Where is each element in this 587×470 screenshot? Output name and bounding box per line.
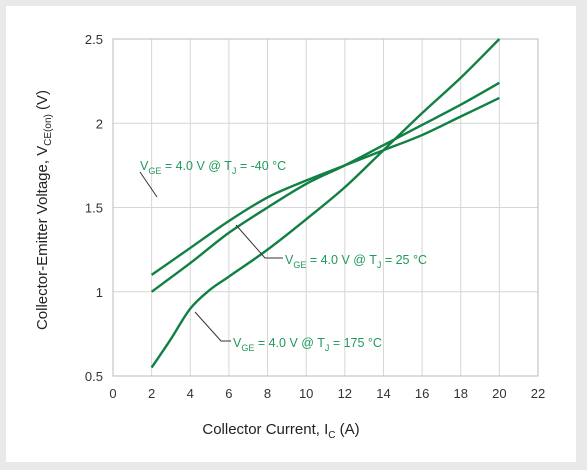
series-annotation-1: VGE = 4.0 V @ TJ = -40 °C: [140, 159, 286, 176]
x-tick-label: 2: [148, 386, 155, 401]
series-line-1: [150, 96, 500, 276]
series-annotation-3: VGE = 4.0 V @ TJ = 175 °C: [233, 336, 382, 353]
series-annotations: VGE = 4.0 V @ TJ = -40 °C VGE = 4.0 V @ T…: [140, 159, 427, 353]
x-tick-label: 10: [299, 386, 313, 401]
series-line-2: [150, 81, 500, 293]
gridlines: [113, 39, 538, 376]
series-line-3: [150, 38, 501, 369]
x-tick-label: 6: [225, 386, 232, 401]
y-tick-label: 0.5: [85, 369, 103, 384]
y-axis-title: Collector-Emitter Voltage, VCE(on) (V): [34, 90, 54, 330]
y-tick-labels: 0.5 1 1.5 2 2.5: [85, 32, 103, 384]
y-tick-label: 1: [96, 285, 103, 300]
x-tick-label: 14: [376, 386, 390, 401]
y-tick-label: 2.5: [85, 32, 103, 47]
y-tick-label: 1.5: [85, 201, 103, 216]
x-tick-label: 18: [453, 386, 467, 401]
annotation-leaders: [139, 171, 283, 342]
x-tick-label: 0: [109, 386, 116, 401]
series-annotation-2: VGE = 4.0 V @ TJ = 25 °C: [285, 253, 427, 270]
annotation-leader-2: [235, 224, 283, 259]
series-lines: [150, 38, 501, 369]
annotation-leader-1: [139, 171, 158, 198]
x-tick-label: 16: [415, 386, 429, 401]
annotation-leader-3: [194, 311, 231, 342]
x-axis-title: Collector Current, IC (A): [202, 421, 359, 441]
x-tick-labels: 0 2 4 6 8 10 12 14 16 18 20 22: [109, 386, 545, 401]
x-tick-label: 20: [492, 386, 506, 401]
x-tick-label: 4: [187, 386, 194, 401]
x-tick-label: 8: [264, 386, 271, 401]
x-tick-label: 22: [531, 386, 545, 401]
chart-panel: 0 2 4 6 8 10 12 14 16 18 20 22 0.5 1 1.5 2 2.5 VGE = 4.…: [6, 6, 576, 462]
y-tick-label: 2: [96, 116, 103, 131]
line-chart: 0 2 4 6 8 10 12 14 16 18 20 22 0.5 1 1.5 2 2.5 VGE = 4.…: [34, 32, 545, 441]
plot-border: [112, 38, 539, 377]
x-tick-label: 12: [338, 386, 352, 401]
